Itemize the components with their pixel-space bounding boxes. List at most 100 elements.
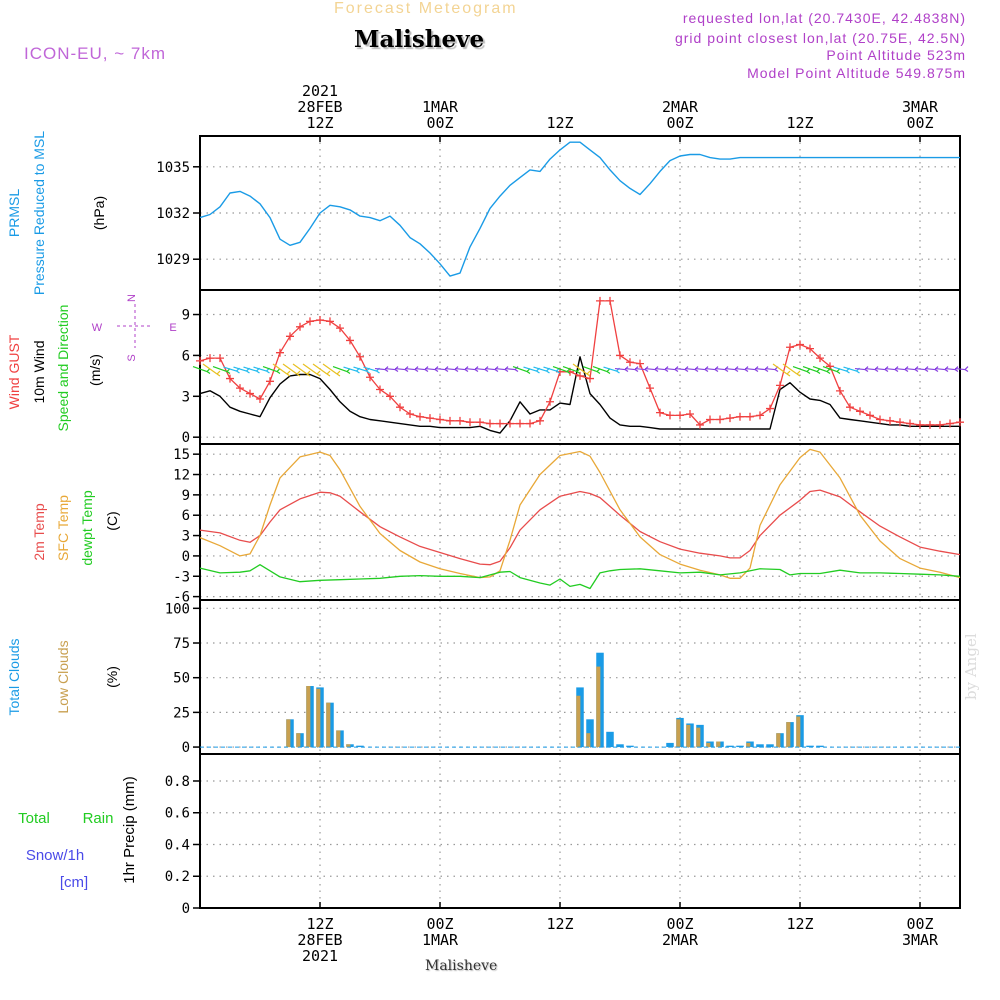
total-cloud-bar [356,745,364,748]
wind-dir-arrow [243,366,257,372]
wind-dir-arrow [272,363,288,375]
wind-dir-arrow [684,367,696,371]
low-cloud-bar [796,716,801,748]
gust-marker [446,416,454,425]
model-label: ICON-EU, ~ 7km [24,44,166,63]
low-cloud-bar [716,741,721,748]
time-label-bottom: 1MAR [422,931,459,949]
gust-marker [756,411,764,420]
time-label-bottom: 12Z [306,915,333,933]
y-tick-label: 75 [173,636,190,652]
wind-dir-arrow [504,367,516,371]
gust-marker [276,348,284,357]
label-wind: 10m Wind [31,340,47,403]
wind-dir-arrow [572,363,588,375]
y-tick-label: 50 [173,671,190,687]
y-tick-label: 1035 [156,160,190,176]
wind-dir-arrow [592,365,608,373]
wind-dir-arrow [833,366,847,372]
gust-marker [426,414,434,423]
point-altitude: Point Altitude 523m [826,47,966,63]
low-cloud-bar [746,742,751,748]
time-label-top: 00Z [426,114,453,132]
gust-marker [836,386,844,395]
time-label-bottom: 00Z [666,915,693,933]
y-tick-label: 6 [182,508,190,524]
y-tick-label: 3 [182,529,190,545]
wind-dir-arrow [494,367,506,371]
wind-dir-arrow [792,365,808,373]
wind-dir-arrow [924,367,936,371]
wind-dir-arrow [332,365,348,373]
label-low-clouds: Low Clouds [55,640,71,713]
compass-cross [117,304,153,348]
wind-dir-arrow [322,363,338,375]
time-label-top: 00Z [906,114,933,132]
label-wind-unit: (m/s) [87,354,103,386]
total-cloud-bar [756,744,764,748]
label-prmsl-sub: Pressure Reduced to MSL [31,131,47,295]
time-label-top: 00Z [666,114,693,132]
gust-marker [686,410,694,419]
wind-dir-arrow [874,367,886,371]
chart-title: Malisheve [354,26,485,53]
y-tick-label: 0.2 [165,869,190,885]
wind-dir-arrow [582,365,598,373]
gust-marker [926,420,934,429]
wind-dir-arrowhead [796,370,801,377]
time-label-top: 12Z [306,114,333,132]
wind-dir-arrow [914,367,926,371]
compass-w: W [92,322,103,334]
gust-marker [346,336,354,345]
model-altitude: Model Point Altitude 549.875m [747,65,966,81]
gust-marker [746,412,754,421]
time-label-top: 12Z [786,114,813,132]
low-cloud-bar [596,666,601,748]
gust-marker [406,410,414,419]
wind-dir-arrow [474,367,486,371]
panel-frame [199,443,961,601]
low-cloud-bar [346,744,351,748]
y-tick-label: 0 [182,430,190,446]
label-prmsl-unit: (hPa) [91,196,107,230]
gust-marker [866,411,874,420]
gust-marker [416,412,424,421]
low-cloud-bar [786,722,791,748]
gust-marker [266,377,274,386]
wind-dir-arrow [384,367,396,371]
wind-dir-arrow [394,367,406,371]
low-cloud-bar [676,719,681,748]
wind-dir-arrow [434,367,446,371]
gust-marker [716,415,724,424]
label-sfc-temp: SFC Temp [55,495,71,561]
gust-marker [336,324,344,333]
time-label-top: 2021 [302,82,338,100]
gust-marker [286,332,294,341]
y-tick-label: 0 [182,740,190,756]
y-tick-label: 3 [182,389,190,405]
gust-marker [796,340,804,349]
time-label-bottom: 2MAR [662,931,699,949]
wind-dir-arrow [523,366,537,372]
gust-marker [476,418,484,427]
gust-marker [616,351,624,360]
wind-dir-arrowhead [786,370,791,377]
label-wind-dir: Speed and Direction [55,305,71,432]
gust-marker [496,419,504,428]
wind-dir-arrow [552,365,568,373]
label-prmsl: PRMSL [6,189,22,237]
wind-dir-arrow [704,367,716,371]
y-tick-label: -6 [173,590,190,606]
y-tick-label: 1032 [156,206,190,222]
wind-dir-arrowhead [286,370,291,377]
gust-marker [786,343,794,352]
y-tick-label: 15 [173,447,190,463]
label-snow-unit: [cm] [60,874,88,891]
low-cloud-bar [776,733,781,748]
gust-marker [456,416,464,425]
wind-dir-arrow [664,367,676,371]
gridpoint-coords: grid point closest lon,lat (20.75E, 42.5… [674,30,966,46]
wind-dir-arrow [904,367,916,371]
wind-dir-arrow [363,366,377,372]
